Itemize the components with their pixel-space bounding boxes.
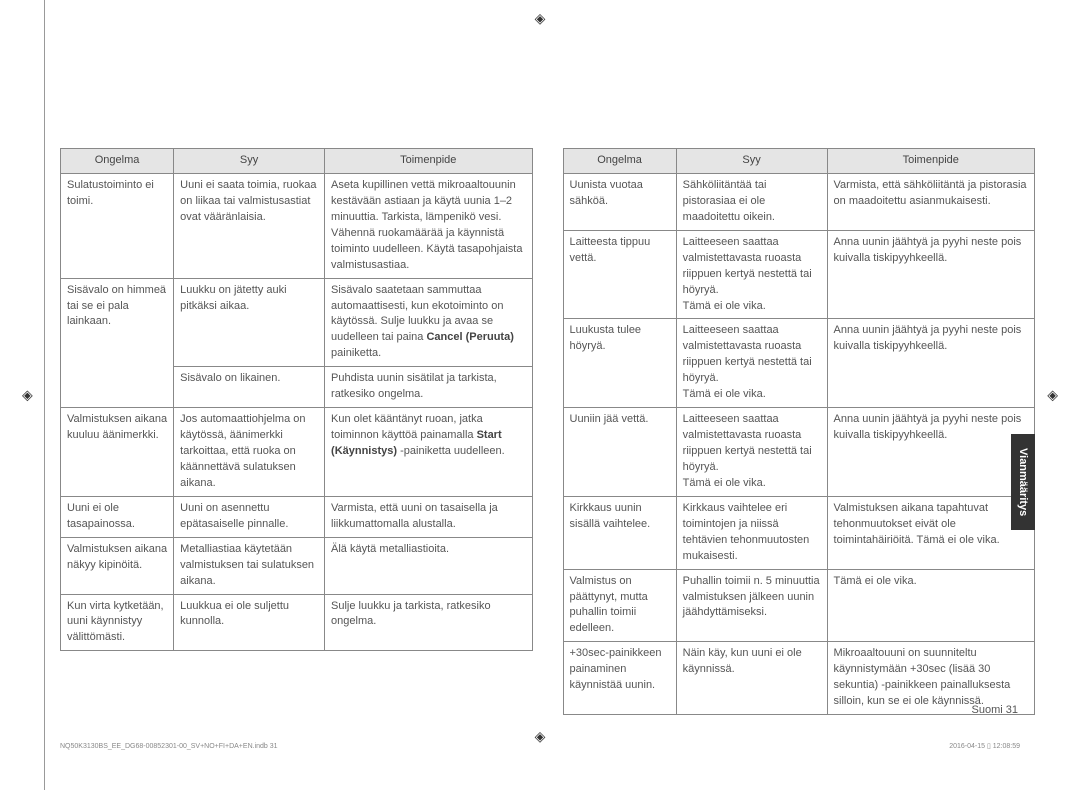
table-row: Uunista vuotaa sähköä.Sähköliitäntää tai… — [563, 173, 1035, 230]
table-cell: Uuniin jää vettä. — [563, 408, 676, 497]
col-cause: Syy — [676, 149, 827, 174]
table-cell: Sisävalo on likainen. — [174, 367, 325, 408]
table-cell: Laitteeseen saattaa valmistettavasta ruo… — [676, 230, 827, 319]
table-cell: Sähköliitäntää tai pistorasiaa ei ole ma… — [676, 173, 827, 230]
table-cell: Luukusta tulee höyryä. — [563, 319, 676, 408]
table-cell: Näin käy, kun uuni ei ole käynnissä. — [676, 642, 827, 715]
table-cell: Valmistuksen aikana näkyy kipinöitä. — [61, 537, 174, 594]
col-problem: Ongelma — [563, 149, 676, 174]
table-header-row: Ongelma Syy Toimenpide — [61, 149, 533, 174]
table-row: Valmistuksen aikana näkyy kipinöitä.Meta… — [61, 537, 533, 594]
table-cell: Anna uunin jäähtyä ja pyyhi neste pois k… — [827, 408, 1034, 497]
table-cell: +30sec-painikkeen painaminen käynnistää … — [563, 642, 676, 715]
table-cell: Laitteeseen saattaa valmistettavasta ruo… — [676, 408, 827, 497]
table-cell: Tämä ei ole vika. — [827, 569, 1034, 642]
table-header-row: Ongelma Syy Toimenpide — [563, 149, 1035, 174]
table-cell: Metalliastiaa käytetään valmistuksen tai… — [174, 537, 325, 594]
table-row: Uuniin jää vettä.Laitteeseen saattaa val… — [563, 408, 1035, 497]
table-row: Uuni ei ole tasapainossa.Uuni on asennet… — [61, 496, 533, 537]
table-cell: Valmistuksen aikana kuuluu äänimerkki. — [61, 408, 174, 497]
table-cell: Kun virta kytketään, uuni käynnistyy väl… — [61, 594, 174, 651]
table-cell: Kun olet kääntänyt ruoan, jatka toiminno… — [325, 408, 532, 497]
footer-date: 2016-04-15 ▯ 12:08:59 — [949, 742, 1020, 750]
table-row: Valmistuksen aikana kuuluu äänimerkki.Jo… — [61, 408, 533, 497]
table-row: Laitteesta tippuu vettä.Laitteeseen saat… — [563, 230, 1035, 319]
page-number: Suomi 31 — [972, 704, 1018, 716]
table-cell: Sisävalo saatetaan sammuttaa automaattis… — [325, 278, 532, 367]
table-cell: Kirkkaus uunin sisällä vaihtelee. — [563, 496, 676, 569]
col-action: Toimenpide — [827, 149, 1034, 174]
page-content: Ongelma Syy Toimenpide Sulatustoiminto e… — [0, 0, 1080, 790]
footer-file: NQ50K3130BS_EE_DG68-00852301-00_SV+NO+FI… — [60, 743, 278, 750]
troubleshoot-table-left: Ongelma Syy Toimenpide Sulatustoiminto e… — [60, 148, 533, 651]
table-row: Valmistus on päättynyt, mutta puhallin t… — [563, 569, 1035, 642]
table-row: Kirkkaus uunin sisällä vaihtelee.Kirkkau… — [563, 496, 1035, 569]
table-cell: Uuni ei ole tasapainossa. — [61, 496, 174, 537]
section-tab: Vianmääritys — [1011, 434, 1035, 530]
table-cell: Puhdista uunin sisätilat ja tarkista, ra… — [325, 367, 532, 408]
table-row: Sisävalo on himmeä tai se ei pala lainka… — [61, 278, 533, 367]
col-cause: Syy — [174, 149, 325, 174]
table-cell: Varmista, että sähköliitäntä ja pistoras… — [827, 173, 1034, 230]
table-cell: Valmistuksen aikana tapahtuvat tehonmuut… — [827, 496, 1034, 569]
table-row: Sulatustoiminto ei toimi.Uuni ei saata t… — [61, 173, 533, 278]
table-cell: Varmista, että uuni on tasaisella ja lii… — [325, 496, 532, 537]
table-cell: Aseta kupillinen vettä mikroaaltouunin k… — [325, 173, 532, 278]
table-cell: Uunista vuotaa sähköä. — [563, 173, 676, 230]
col-problem: Ongelma — [61, 149, 174, 174]
table-cell: Kirkkaus vaihtelee eri toimintojen ja ni… — [676, 496, 827, 569]
table-cell: Luukku on jätetty auki pitkäksi aikaa. — [174, 278, 325, 367]
table-cell: Anna uunin jäähtyä ja pyyhi neste pois k… — [827, 230, 1034, 319]
table-cell: Laitteeseen saattaa valmistettavasta ruo… — [676, 319, 827, 408]
table-cell: Uuni ei saata toimia, ruokaa on liikaa t… — [174, 173, 325, 278]
table-cell: Jos automaattiohjelma on käytössä, äänim… — [174, 408, 325, 497]
col-action: Toimenpide — [325, 149, 532, 174]
troubleshoot-table-right: Ongelma Syy Toimenpide Uunista vuotaa sä… — [563, 148, 1036, 715]
table-row: Kun virta kytketään, uuni käynnistyy väl… — [61, 594, 533, 651]
table-cell: Puhallin toimii n. 5 minuuttia valmistuk… — [676, 569, 827, 642]
table-cell: Uuni on asennettu epätasaiselle pinnalle… — [174, 496, 325, 537]
table-cell: Sulatustoiminto ei toimi. — [61, 173, 174, 278]
table-cell: Luukkua ei ole suljettu kunnolla. — [174, 594, 325, 651]
table-cell: Sulje luukku ja tarkista, ratkesiko onge… — [325, 594, 532, 651]
table-cell: Valmistus on päättynyt, mutta puhallin t… — [563, 569, 676, 642]
table-cell: Anna uunin jäähtyä ja pyyhi neste pois k… — [827, 319, 1034, 408]
table-cell: Laitteesta tippuu vettä. — [563, 230, 676, 319]
table-row: +30sec-painikkeen painaminen käynnistää … — [563, 642, 1035, 715]
table-cell: Sisävalo on himmeä tai se ei pala lainka… — [61, 278, 174, 408]
table-cell: Älä käytä metalliastioita. — [325, 537, 532, 594]
table-row: Luukusta tulee höyryä.Laitteeseen saatta… — [563, 319, 1035, 408]
